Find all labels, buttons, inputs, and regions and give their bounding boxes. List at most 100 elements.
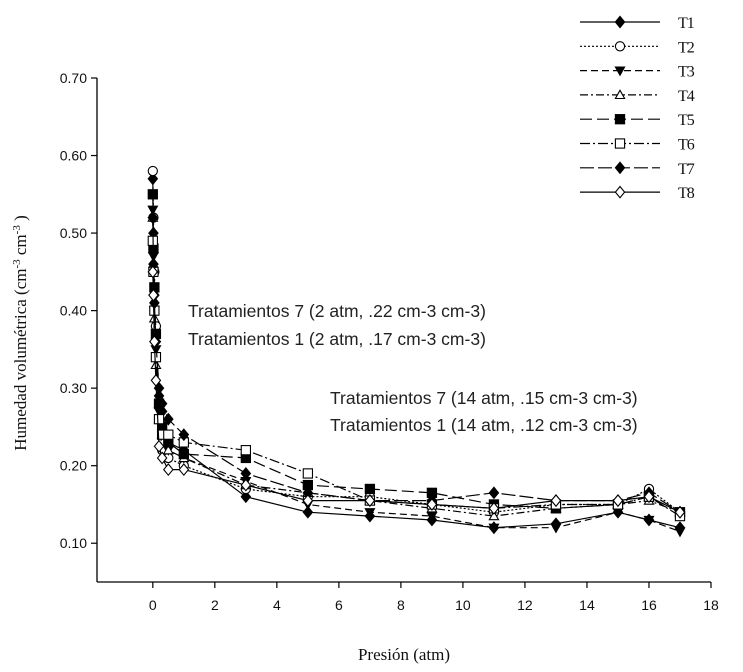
series-t3 [147,205,686,538]
data-point-t4 [488,510,500,521]
legend-marker [614,15,626,29]
data-point-t3 [550,523,562,534]
data-point-t8 [156,451,168,465]
legend-marker [614,161,626,175]
x-tick-label: 0 [149,597,157,613]
data-point-t8 [163,463,174,477]
legend-item-t7: T7 [580,161,696,178]
axes: 0.10 0.20 0.30 0.40 0.50 0.60 0.70 0 2 4 6 8 10 12 14 1… [60,70,719,613]
legend-item-t5: T5 [580,112,696,129]
legend-label: T1 [678,15,695,32]
legend-label: T2 [678,39,695,56]
data-point-t3 [643,515,655,526]
x-tick-label: 4 [273,597,281,613]
data-point-t8 [150,373,162,387]
annotation-t7-2atm: Tratamientos 7 (2 atm, .22 cm-3 cm-3) [188,301,486,321]
data-point-t7 [488,486,500,500]
x-tick-label: 2 [211,597,219,613]
x-tick-label: 10 [455,597,471,613]
legend-marker [614,114,626,125]
series-line-t6 [152,240,681,517]
data-point-t8 [674,505,686,519]
y-tick-label: 0.70 [60,70,87,86]
data-point-t8 [149,335,160,349]
data-point-t8 [302,494,314,508]
y-tick-label: 0.40 [60,303,87,319]
data-point-t8 [488,501,500,515]
y-axis-title-sup2: -3 [11,225,23,235]
data-point-t5 [364,483,376,495]
legend-marker [614,89,626,100]
x-tick-label: 12 [517,597,533,613]
legend-marker [614,66,626,77]
data-point-t8 [643,490,655,504]
y-axis-title: Humedad volumétrica (cm-3 cm-3 ) [11,215,30,451]
series-t4 [147,211,686,521]
x-axis-title: Presión (atm) [358,645,450,664]
data-point-t3 [488,523,500,534]
data-point-t8 [148,288,159,302]
data-point-t5 [147,189,158,200]
data-point-t8 [153,439,165,453]
data-point-t8 [178,463,190,477]
series-t5 [147,189,686,518]
legend-label: T4 [678,88,695,105]
y-axis-title-mid: cm [11,234,30,259]
x-tick-label: 14 [579,597,595,613]
data-point-t3 [674,527,686,538]
legend-marker [614,185,626,199]
legend-marker [614,138,626,149]
series-t8 [147,265,686,519]
y-tick-label: 0.50 [60,225,87,241]
annotation-t1-2atm: Tratamientos 1 (2 atm, .17 cm-3 cm-3) [188,329,486,349]
y-axis-title-main: Humedad volumétrica (cm [11,269,30,451]
legend-label: T7 [678,161,695,178]
series-line-t7 [152,217,681,513]
data-point-t3 [364,508,376,518]
data-point-t4 [162,444,174,455]
data-point-t8 [240,478,252,492]
legend-item-t6: T6 [580,137,696,154]
annotation-t7-14atm: Tratamientos 7 (14 atm, .15 cm-3 cm-3) [330,388,638,408]
legend: T1 T2 T3 T4 T5 T6 T7 T8 [580,15,696,202]
data-point-t5 [178,448,189,460]
legend-item-t8: T8 [580,185,696,202]
data-point-t8 [147,265,159,279]
data-point-t6 [150,351,162,363]
y-axis-title-end: ) [11,215,30,225]
x-tick-label: 6 [335,597,343,613]
data-point-t8 [550,494,562,508]
y-tick-label: 0.20 [60,458,87,474]
legend-item-t4: T4 [580,88,696,105]
legend-label: T6 [678,137,695,154]
legend-item-t3: T3 [580,64,696,81]
y-tick-label: 0.60 [60,148,87,164]
data-point-t1 [240,490,252,504]
data-point-t7 [163,412,174,426]
x-tick-label: 16 [641,597,657,613]
legend-item-t2: T2 [580,39,696,56]
data-point-t8 [426,497,438,511]
data-point-t6 [302,468,314,479]
series-line-t4 [152,217,681,517]
data-point-t8 [612,494,624,508]
data-point-t2 [147,165,158,177]
data-point-t1 [302,505,314,519]
legend-label: T5 [678,112,695,129]
legend-label: T3 [678,64,695,81]
data-point-t7 [178,428,190,442]
legend-label: T8 [678,185,695,202]
data-point-t7 [147,211,159,225]
data-point-t7 [149,296,160,310]
x-tick-label: 18 [703,597,719,613]
annotations: Tratamientos 7 (2 atm, .22 cm-3 cm-3) Tr… [188,301,638,435]
y-tick-label: 0.30 [60,380,87,396]
data-point-t6 [153,414,165,425]
y-axis-title-sup1: -3 [11,259,23,269]
series-t7 [147,211,686,519]
data-point-t7 [156,397,168,411]
legend-item-t1: T1 [580,15,696,32]
data-point-t6 [240,445,251,456]
annotation-t1-14atm: Tratamientos 1 (14 atm, .12 cm-3 cm-3) [330,415,638,435]
